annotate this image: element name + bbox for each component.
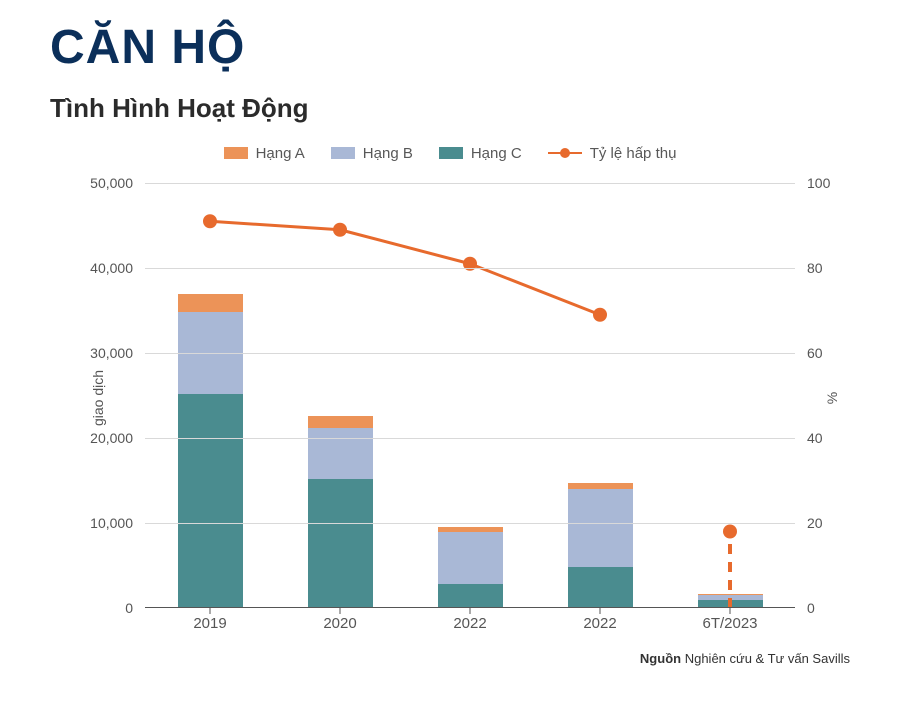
x-tick-mark [470, 608, 471, 614]
x-tick: 2022 [453, 615, 486, 632]
sub-title: Tình Hình Hoạt Động [50, 93, 850, 124]
x-tick-mark [210, 608, 211, 614]
grid-line [145, 438, 795, 439]
grid-line [145, 268, 795, 269]
y-tick-left: 0 [125, 600, 133, 616]
grid-line [145, 183, 795, 184]
rate-marker [333, 223, 347, 237]
legend-item-a: Hạng A [224, 145, 305, 162]
line-layer [145, 183, 795, 608]
legend-label-rate: Tỷ lệ hấp thụ [590, 145, 677, 162]
y-axis-right-label: % [824, 392, 840, 404]
legend-item-b: Hạng B [331, 145, 413, 162]
page-title: CĂN HỘ [50, 20, 850, 75]
x-tick-mark [730, 608, 731, 614]
rate-marker [203, 214, 217, 228]
x-tick: 2019 [193, 615, 226, 632]
source-attribution: Nguồn Nghiên cứu & Tư vấn Savills [640, 651, 850, 666]
y-tick-left: 50,000 [90, 175, 133, 191]
chart: Hạng A Hạng B Hạng C Tỷ lệ hấp thụ 0010,… [50, 138, 850, 658]
x-tick: 2020 [323, 615, 356, 632]
source-text: Nghiên cứu & Tư vấn Savills [685, 651, 850, 666]
grid-line [145, 523, 795, 524]
grid-line [145, 353, 795, 354]
source-label: Nguồn [640, 651, 681, 666]
y-tick-right: 40 [807, 430, 823, 446]
x-tick: 2022 [583, 615, 616, 632]
x-tick-mark [340, 608, 341, 614]
y-tick-right: 0 [807, 600, 815, 616]
plot-area: 0010,0002020,0004030,0006040,0008050,000… [145, 183, 795, 608]
y-axis-left-label: giao dịch [90, 370, 106, 426]
y-tick-right: 60 [807, 345, 823, 361]
y-tick-left: 40,000 [90, 260, 133, 276]
legend-swatch-c [439, 147, 463, 159]
legend-label-b: Hạng B [363, 145, 413, 162]
rate-marker [723, 525, 737, 539]
x-tick-mark [600, 608, 601, 614]
legend-label-c: Hạng C [471, 145, 522, 162]
y-tick-right: 80 [807, 260, 823, 276]
x-tick: 6T/2023 [702, 615, 757, 632]
legend-label-a: Hạng A [256, 145, 305, 162]
y-tick-left: 10,000 [90, 515, 133, 531]
y-tick-left: 30,000 [90, 345, 133, 361]
y-tick-right: 100 [807, 175, 830, 191]
y-tick-left: 20,000 [90, 430, 133, 446]
y-tick-right: 20 [807, 515, 823, 531]
legend-swatch-rate [548, 147, 582, 159]
rate-marker [593, 308, 607, 322]
legend-swatch-a [224, 147, 248, 159]
legend-swatch-b [331, 147, 355, 159]
legend: Hạng A Hạng B Hạng C Tỷ lệ hấp thụ [50, 138, 850, 168]
legend-item-rate: Tỷ lệ hấp thụ [548, 145, 677, 162]
legend-item-c: Hạng C [439, 145, 522, 162]
